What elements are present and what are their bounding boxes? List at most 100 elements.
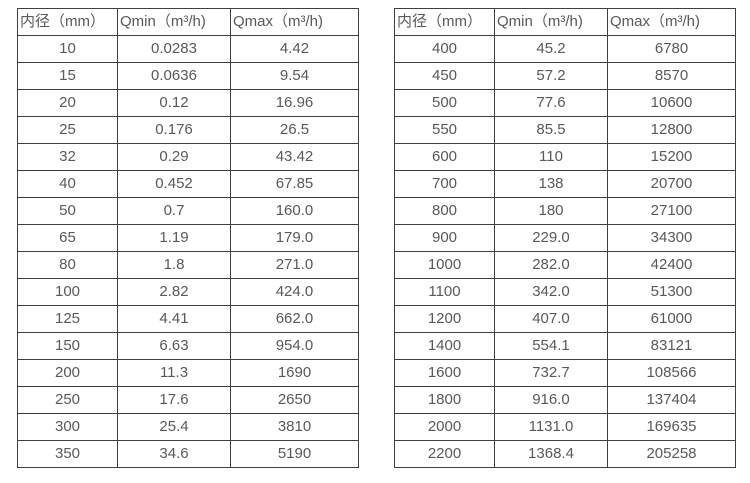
- table-row: 250 17.6 2650: [17, 386, 359, 414]
- table-cell: 1368.4: [494, 440, 608, 468]
- table-cell: 11.3: [117, 359, 231, 387]
- table-cell: 9.54: [230, 62, 359, 90]
- table-row: 800 180 27100: [394, 197, 736, 225]
- table-cell: 450: [394, 62, 495, 90]
- table-cell: 1400: [394, 332, 495, 360]
- table-cell: 0.29: [117, 143, 231, 171]
- table-cell: 42400: [607, 251, 736, 279]
- column-header-2: Qmax（m³/h): [230, 8, 359, 36]
- flow-table-small-diameters: 内径（mm） Qmin（m³/h) Qmax（m³/h) 10 0.0283 4.42 15…: [17, 8, 359, 468]
- table-row: 900 229.0 34300: [394, 224, 736, 252]
- table-cell: 1.19: [117, 224, 231, 252]
- table-cell: 10: [17, 35, 118, 63]
- table-row: 2200 1368.4 205258: [394, 440, 736, 468]
- table-row: 1100 342.0 51300: [394, 278, 736, 306]
- table-cell: 20700: [607, 170, 736, 198]
- table-cell: 424.0: [230, 278, 359, 306]
- table-cell: 900: [394, 224, 495, 252]
- table-cell: 0.12: [117, 89, 231, 117]
- table-cell: 12800: [607, 116, 736, 144]
- table-cell: 6780: [607, 35, 736, 63]
- table-row: 65 1.19 179.0: [17, 224, 359, 252]
- table-cell: 4.41: [117, 305, 231, 333]
- table-cell: 43.42: [230, 143, 359, 171]
- table-cell: 6.63: [117, 332, 231, 360]
- table-cell: 45.2: [494, 35, 608, 63]
- table-cell: 271.0: [230, 251, 359, 279]
- column-header-1: Qmin（m³/h): [494, 8, 608, 36]
- table-row: 1200 407.0 61000: [394, 305, 736, 333]
- table-row: 50 0.7 160.0: [17, 197, 359, 225]
- table-cell: 5190: [230, 440, 359, 468]
- table-cell: 50: [17, 197, 118, 225]
- table-row: 350 34.6 5190: [17, 440, 359, 468]
- table-cell: 10600: [607, 89, 736, 117]
- column-header-1: Qmin（m³/h): [117, 8, 231, 36]
- table-cell: 4.42: [230, 35, 359, 63]
- table-row: 1000 282.0 42400: [394, 251, 736, 279]
- table-row: 40 0.452 67.85: [17, 170, 359, 198]
- table-cell: 282.0: [494, 251, 608, 279]
- table-cell: 40: [17, 170, 118, 198]
- column-header-0: 内径（mm）: [17, 8, 118, 36]
- table-row: 300 25.4 3810: [17, 413, 359, 441]
- table-cell: 25: [17, 116, 118, 144]
- header-row: 内径（mm） Qmin（m³/h) Qmax（m³/h): [17, 8, 359, 36]
- table-row: 20 0.12 16.96: [17, 89, 359, 117]
- table-cell: 34.6: [117, 440, 231, 468]
- table-row: 500 77.6 10600: [394, 89, 736, 117]
- table-row: 200 11.3 1690: [17, 359, 359, 387]
- table-cell: 300: [17, 413, 118, 441]
- table-row: 100 2.82 424.0: [17, 278, 359, 306]
- table-cell: 1200: [394, 305, 495, 333]
- table-cell: 0.176: [117, 116, 231, 144]
- table-cell: 51300: [607, 278, 736, 306]
- table-cell: 15200: [607, 143, 736, 171]
- table-cell: 554.1: [494, 332, 608, 360]
- table-cell: 65: [17, 224, 118, 252]
- table-cell: 34300: [607, 224, 736, 252]
- table-cell: 200: [17, 359, 118, 387]
- table-cell: 600: [394, 143, 495, 171]
- table-row: 700 138 20700: [394, 170, 736, 198]
- table-cell: 3810: [230, 413, 359, 441]
- table-row: 150 6.63 954.0: [17, 332, 359, 360]
- table-cell: 550: [394, 116, 495, 144]
- table-cell: 2200: [394, 440, 495, 468]
- table-cell: 2.82: [117, 278, 231, 306]
- table-cell: 179.0: [230, 224, 359, 252]
- table-cell: 0.7: [117, 197, 231, 225]
- table-cell: 732.7: [494, 359, 608, 387]
- table-cell: 662.0: [230, 305, 359, 333]
- table-cell: 160.0: [230, 197, 359, 225]
- table-cell: 169635: [607, 413, 736, 441]
- table-cell: 229.0: [494, 224, 608, 252]
- table-cell: 1800: [394, 386, 495, 414]
- table-cell: 0.452: [117, 170, 231, 198]
- table-cell: 15: [17, 62, 118, 90]
- table-cell: 138: [494, 170, 608, 198]
- column-header-2: Qmax（m³/h): [607, 8, 736, 36]
- table-row: 125 4.41 662.0: [17, 305, 359, 333]
- table-cell: 57.2: [494, 62, 608, 90]
- table-row: 450 57.2 8570: [394, 62, 736, 90]
- table-cell: 342.0: [494, 278, 608, 306]
- table-cell: 16.96: [230, 89, 359, 117]
- table-row: 1600 732.7 108566: [394, 359, 736, 387]
- table-cell: 80: [17, 251, 118, 279]
- table-cell: 0.0283: [117, 35, 231, 63]
- table-cell: 700: [394, 170, 495, 198]
- table-row: 10 0.0283 4.42: [17, 35, 359, 63]
- table-row: 15 0.0636 9.54: [17, 62, 359, 90]
- table-cell: 20: [17, 89, 118, 117]
- table-cell: 61000: [607, 305, 736, 333]
- table-cell: 17.6: [117, 386, 231, 414]
- table-row: 1800 916.0 137404: [394, 386, 736, 414]
- table-cell: 407.0: [494, 305, 608, 333]
- table-cell: 180: [494, 197, 608, 225]
- table-cell: 500: [394, 89, 495, 117]
- flow-table-large-diameters: 内径（mm） Qmin（m³/h) Qmax（m³/h) 400 45.2 6780 450…: [394, 8, 736, 468]
- table-cell: 25.4: [117, 413, 231, 441]
- table-cell: 1600: [394, 359, 495, 387]
